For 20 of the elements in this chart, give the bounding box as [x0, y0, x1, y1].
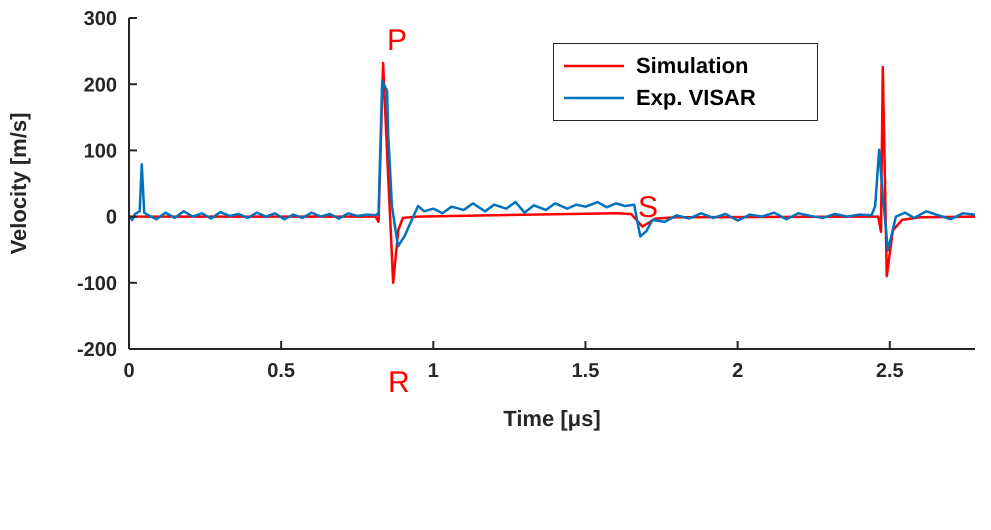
y-axis-title: Velocity [m/s]: [6, 112, 31, 254]
x-tick-label: 1: [428, 360, 439, 382]
x-tick-label: 2: [732, 360, 744, 382]
y-tick-label: 100: [84, 140, 117, 162]
x-tick-label: 0.5: [267, 360, 296, 382]
x-tick-label: 2.5: [876, 360, 904, 382]
y-tick-label: 300: [84, 8, 117, 30]
legend-label: Simulation: [636, 53, 748, 79]
x-tick-label: 1.5: [572, 360, 600, 382]
line-series: [129, 80, 975, 252]
text: R: [388, 366, 410, 399]
x-axis-title: Time [μs]: [503, 406, 601, 431]
y-tick-label: 200: [84, 74, 117, 96]
annotation: P: [387, 24, 408, 57]
y-tick-label: -200: [76, 339, 117, 362]
annotation: S: [638, 191, 658, 224]
y-tick-label: 0: [106, 206, 117, 229]
legend-label: Exp. VISAR: [636, 85, 756, 111]
x-tick-label: 0: [123, 360, 135, 382]
y-tick-label: -100: [76, 272, 117, 295]
